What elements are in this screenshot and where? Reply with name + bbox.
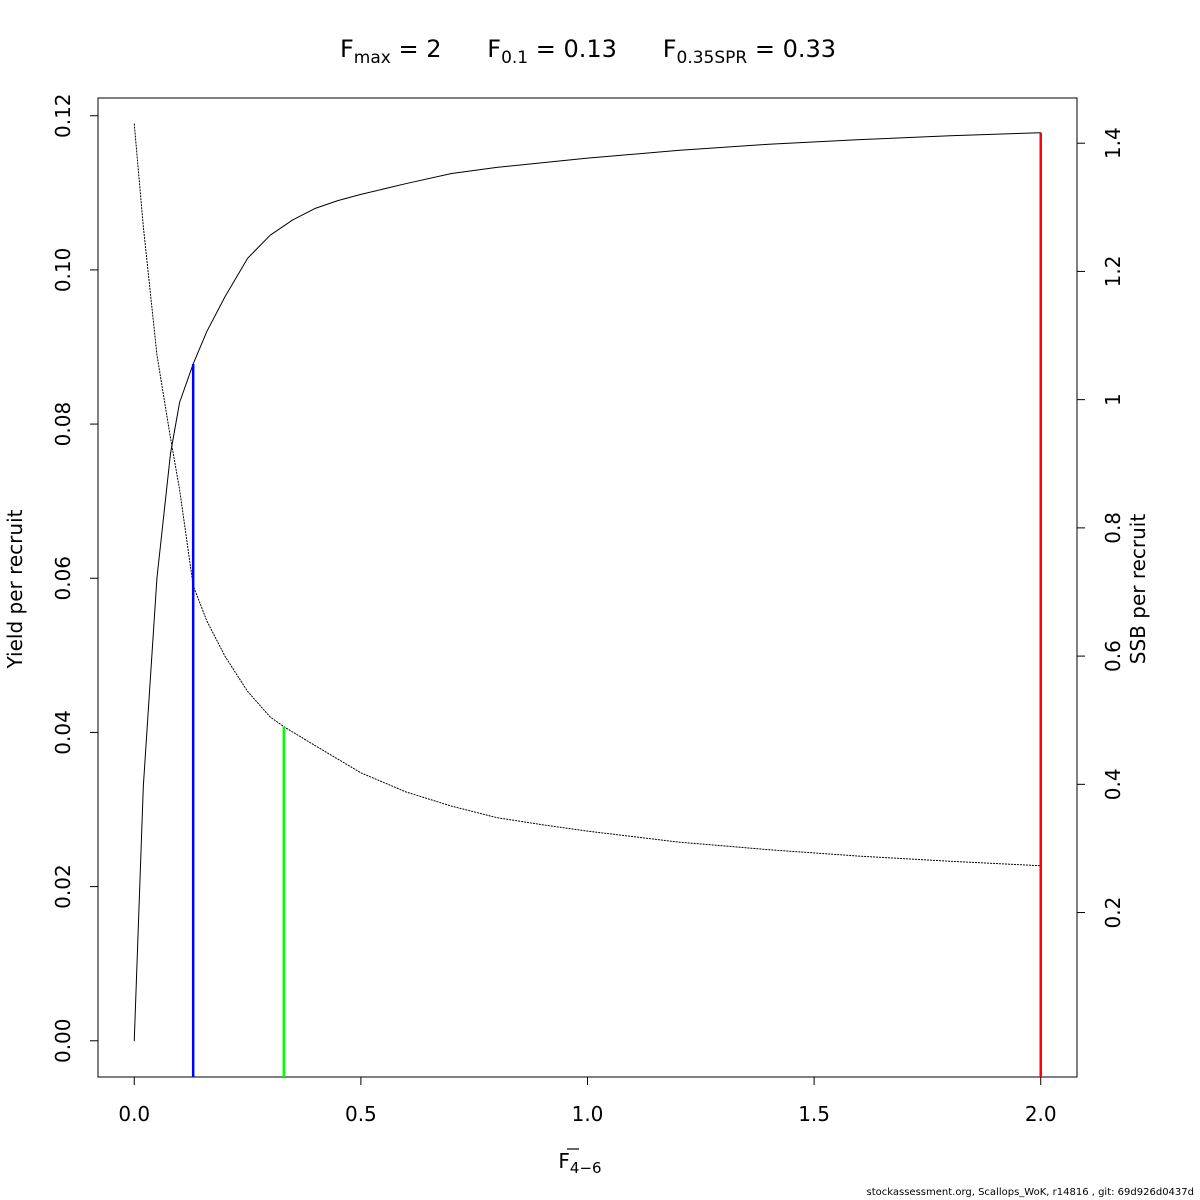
title-fmax-value: 2 (426, 35, 441, 63)
y2-tick-label: 1 (1101, 393, 1125, 406)
y2-tick-label: 0.6 (1101, 640, 1125, 672)
footer-credit: stockassessment.org, Scallops_WoK, r1481… (866, 1187, 1194, 1198)
x-tick-label: 0.5 (345, 1102, 377, 1126)
x-tick-label: 1.5 (798, 1102, 830, 1126)
y2-tick-label: 1.2 (1101, 256, 1125, 288)
x-tick-label: 0.0 (118, 1102, 150, 1126)
y2-tick-label: 1.4 (1101, 127, 1125, 159)
y-tick-label: 0.04 (51, 710, 75, 755)
x-axis: 0.0 0.5 1.0 1.5 2.0 (118, 1077, 1057, 1126)
y-tick-label: 0.08 (51, 402, 75, 447)
chart-title: Fmax = 2 F0.1 = 0.13 F0.35SPR = 0.33 (340, 35, 836, 68)
title-fspr-value: 0.33 (783, 35, 836, 63)
title-f01-base: F (487, 35, 501, 63)
x-axis-label-base: F (558, 1149, 570, 1173)
title-fspr-base: F (663, 35, 677, 63)
y-axis-label: Yield per recruit (3, 509, 27, 669)
x-tick-label: 2.0 (1025, 1102, 1057, 1126)
y-tick-label: 0.06 (51, 556, 75, 601)
y-axis-left: 0.00 0.02 0.04 0.06 0.08 0.10 0.12 (51, 93, 98, 1063)
x-axis-label-sub: 4−6 (570, 1159, 602, 1177)
y-tick-label: 0.12 (51, 93, 75, 138)
title-fmax-base: F (340, 35, 354, 63)
y-tick-label: 0.10 (51, 248, 75, 293)
y2-tick-label: 0.2 (1101, 897, 1125, 929)
series-layer (133, 123, 1042, 1042)
y2-tick-label: 0.8 (1101, 512, 1125, 544)
yield-per-recruit-line (133, 132, 1042, 1042)
y-tick-label: 0.00 (51, 1019, 75, 1064)
ssb-per-recruit-line (133, 123, 1042, 867)
x-tick-label: 1.0 (572, 1102, 604, 1126)
x-axis-label: F4−6 (558, 1149, 601, 1177)
y-axis-right: 0.2 0.4 0.6 0.8 1 1.2 1.4 (1077, 127, 1125, 928)
reference-lines (191, 132, 1042, 1077)
title-fspr-sub: 0.35SPR (677, 48, 748, 68)
y-tick-label: 0.02 (51, 864, 75, 909)
y2-axis-label: SSB per recruit (1126, 514, 1150, 665)
y2-tick-label: 0.4 (1101, 768, 1125, 800)
title-f01-value: 0.13 (563, 35, 616, 63)
title-f01-sub: 0.1 (501, 48, 528, 68)
title-fmax-sub: max (354, 48, 391, 68)
